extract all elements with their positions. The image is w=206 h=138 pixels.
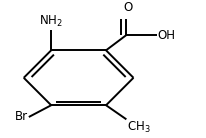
- Text: CH$_3$: CH$_3$: [127, 120, 151, 135]
- Text: Br: Br: [15, 111, 28, 124]
- Text: OH: OH: [158, 29, 176, 42]
- Text: NH$_2$: NH$_2$: [39, 14, 63, 29]
- Text: O: O: [124, 1, 133, 14]
